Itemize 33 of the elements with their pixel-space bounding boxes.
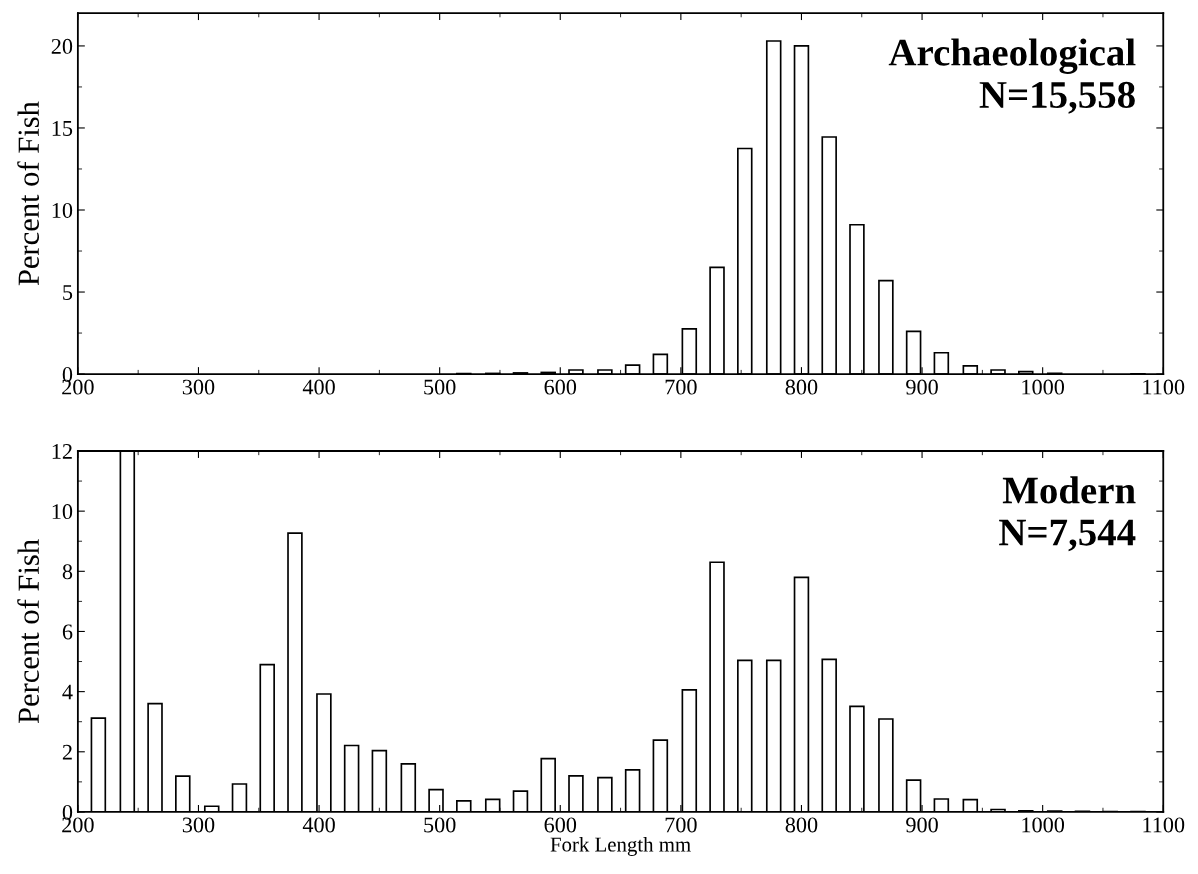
- y-tick-label: 6: [62, 624, 73, 640]
- y-tick-label: 15: [52, 121, 73, 136]
- x-tick-label: 300: [182, 379, 215, 395]
- x-tick-label: 700: [665, 817, 697, 833]
- x-tick-label: 1000: [1022, 817, 1065, 833]
- x-tick-label: 600: [544, 817, 577, 833]
- x-tick-label: 600: [544, 379, 577, 395]
- y-tick-label: 2: [62, 744, 72, 760]
- x-tick-label: 700: [665, 379, 697, 395]
- x-tick-label: 1000: [1022, 379, 1065, 395]
- x-axis-title: Fork Length mm: [550, 836, 691, 856]
- x-tick-label: 800: [785, 817, 818, 833]
- x-tick-label: 1100: [1143, 379, 1185, 395]
- y-axis-title: Percent of Fish: [17, 101, 40, 286]
- annotation: Modern N=7,544: [999, 476, 1136, 552]
- y-axis-title: Percent of Fish: [17, 539, 40, 724]
- y-tick-label: 20: [51, 38, 73, 54]
- annotation: Archaeological N=15,558: [888, 38, 1136, 114]
- x-tick-label: 500: [424, 817, 456, 833]
- y-tick-label: 10: [52, 504, 73, 520]
- y-tick-label: 5: [63, 285, 73, 300]
- x-tick-label: 300: [182, 817, 215, 833]
- x-tick-label: 500: [424, 379, 456, 395]
- y-tick-label: 4: [62, 684, 73, 700]
- x-tick-label: 1100: [1143, 817, 1185, 833]
- x-tick-label: 900: [906, 379, 938, 395]
- x-tick-label: 800: [785, 379, 818, 395]
- x-tick-label: 400: [302, 379, 335, 395]
- y-tick-label: 10: [52, 202, 73, 218]
- x-tick-label: 900: [906, 817, 938, 833]
- y-tick-label: 12: [52, 443, 72, 459]
- y-tick-label: 8: [62, 564, 73, 580]
- x-tick-label: 400: [302, 817, 335, 833]
